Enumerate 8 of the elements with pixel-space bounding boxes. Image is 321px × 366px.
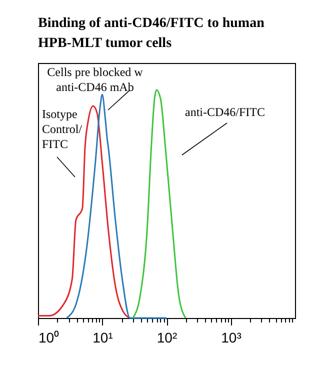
annotation: Isotype Control/ FITC (42, 107, 83, 151)
x-tick-label: 10⁰ (38, 330, 60, 346)
x-tick-label: 10¹ (92, 330, 114, 346)
annotation: anti-CD46/FITC (185, 105, 265, 119)
x-tick-label: 10² (156, 330, 178, 346)
chart-title: Binding of anti-CD46/FITC to human HPB-MLT tumor cells (38, 16, 265, 51)
annotation: Cells pre blocked w anti-CD46 mAb (47, 65, 144, 94)
x-tick-label: 10³ (221, 330, 242, 346)
